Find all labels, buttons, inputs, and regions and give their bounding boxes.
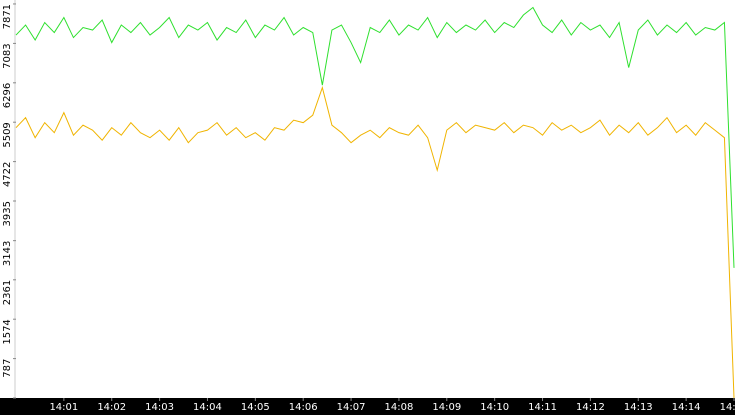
y-tick-label: 0 [2,398,13,404]
y-tick-label: 7871 [2,4,13,29]
x-axis-bar [0,398,735,415]
y-tick-label: 2361 [2,280,13,305]
x-tick-label: 14:08 [385,402,414,413]
x-tick-label: 14:11 [528,402,557,413]
y-tick-label: 7083 [2,43,13,68]
x-tick-label: 14:01 [49,402,78,413]
y-tick-label: 4722 [2,162,13,187]
x-tick-label: 14:14 [672,402,701,413]
y-tick-label: 6296 [2,83,13,108]
x-tick-label: 14:07 [337,402,366,413]
x-tick-label: 14:10 [480,402,509,413]
y-tick-label: 1574 [2,319,13,344]
x-tick-label: 14:13 [624,402,653,413]
x-tick-label: 14:03 [145,402,174,413]
series-line [15,85,735,399]
y-tick-label: 3143 [2,241,13,266]
x-tick-label: 14:06 [289,402,318,413]
x-tick-label: 14:04 [193,402,222,413]
x-tick-label: 14:05 [241,402,270,413]
x-tick-label: 14:12 [576,402,605,413]
y-tick-label: 3935 [2,201,13,226]
x-tick-label: 14:09 [432,402,461,413]
x-tick-label: 14:02 [97,402,126,413]
x-tick-label: 14:15 [720,402,735,413]
series-line [15,6,735,268]
y-tick-label: 5509 [2,122,13,147]
y-tick-label: 787 [2,359,13,378]
